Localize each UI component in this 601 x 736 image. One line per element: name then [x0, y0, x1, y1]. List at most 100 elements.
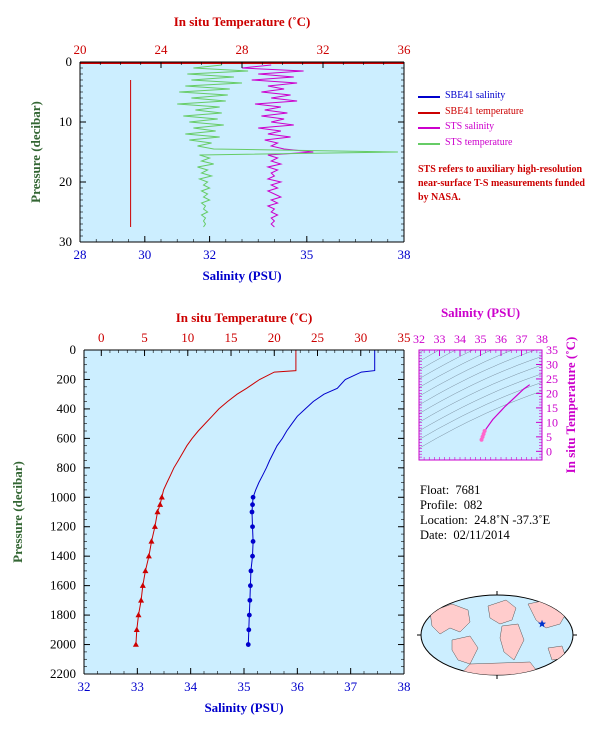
top-chart-x-top-tick-label: 20	[74, 42, 87, 57]
ts-chart-point	[482, 429, 487, 434]
profile-chart-salinity-point	[247, 597, 253, 603]
profile-chart-temperature-point	[135, 611, 142, 618]
ts-chart-plot-area	[419, 350, 542, 460]
ts-chart-contour	[419, 382, 542, 440]
profile-chart-salinity-point	[250, 502, 255, 508]
top-chart-x-bottom-tick-label: 30	[138, 247, 151, 262]
top-chart-y-tick-label: 0	[66, 54, 73, 69]
profile-chart-y-tick-label: 2000	[50, 637, 76, 652]
ts-chart-y-tick-label: 20	[546, 386, 558, 400]
profile-chart-y-tick-label: 1800	[50, 607, 76, 622]
profile-chart-temperature-point	[148, 538, 155, 544]
profile-chart-x-bottom-tick-label: 36	[291, 679, 305, 694]
profile-chart-salinity-point	[245, 642, 251, 647]
ts-chart-contour	[419, 350, 513, 397]
profile-chart-salinity-point	[250, 494, 256, 500]
world-map-continent	[499, 623, 525, 661]
profile-chart-x-top-tick-label: 5	[141, 330, 148, 345]
profile-chart-y-tick-label: 1600	[50, 578, 76, 593]
top-chart-y-tick-label: 10	[59, 114, 72, 129]
profile-chart-x-bottom-tick-label: 35	[238, 679, 251, 694]
ts-chart-y-tick-label: 15	[546, 401, 558, 415]
profile-row: Profile: 082	[420, 498, 483, 512]
ts-chart-contour	[419, 356, 542, 414]
ts-chart-contour	[419, 373, 542, 432]
profile-chart-y-tick-label: 0	[70, 342, 77, 357]
top-chart-x-bottom-tick-label: 28	[74, 247, 87, 262]
profile-chart-x-top-tick-label: 10	[181, 330, 194, 345]
ts-chart-contour	[419, 390, 542, 449]
ts-chart-x-tick-label: 38	[536, 332, 548, 346]
profile-chart-salinity-point	[250, 524, 255, 530]
profile-chart-salinity-point	[249, 509, 255, 515]
profile-chart-temperature-point	[145, 552, 152, 559]
profile-chart-temperature-point	[158, 494, 165, 500]
ts-chart-x-title: Salinity (PSU)	[441, 305, 520, 320]
profile-chart-y-tick-label: 1000	[50, 489, 76, 504]
top-chart-x-top-tick-label: 28	[236, 42, 249, 57]
profile-chart-y-tick-label: 600	[57, 430, 77, 445]
profile-chart-y-tick-label: 800	[57, 460, 77, 475]
ts-chart-x-tick-label: 35	[475, 332, 487, 346]
top-chart-x-bottom-tick-label: 35	[300, 247, 313, 262]
top-chart-plot-area	[80, 62, 404, 242]
top-chart-y-tick-label: 30	[59, 234, 72, 249]
profile-chart-salinity-point	[246, 612, 252, 618]
profile-chart-x-top-tick-label: 25	[311, 330, 324, 345]
world-map-continent	[487, 599, 517, 625]
top-chart-x-bottom-title: Salinity (PSU)	[202, 268, 281, 283]
profile-chart-salinity-point	[246, 627, 252, 633]
top-chart-x-bottom-tick-label: 38	[398, 247, 411, 262]
profile-chart-salinity-point	[248, 568, 254, 574]
profile-chart-x-top-title: In situ Temperature (˚C)	[176, 310, 313, 325]
top-chart-x-top-tick-label: 32	[317, 42, 330, 57]
ts-chart-x-tick-label: 36	[495, 332, 507, 346]
profile-chart-temperature-point	[154, 508, 161, 515]
profile-chart-x-top-tick-label: 15	[225, 330, 238, 345]
ts-chart-y-tick-label: 0	[546, 444, 552, 458]
date-row: Date: 02/11/2014	[420, 528, 510, 542]
top-chart-x-bottom-tick-label: 32	[203, 247, 216, 262]
top-chart-y-title: Pressure (decibar)	[28, 101, 43, 203]
profile-chart-salinity-point	[250, 539, 256, 544]
profile-chart-temperature-point	[133, 626, 140, 633]
sts-note: STS refers to auxiliary high-resolution …	[418, 164, 585, 203]
profile-chart-y-tick-label: 400	[57, 401, 77, 416]
top-chart-x-top-tick-label: 36	[398, 42, 412, 57]
world-map-continent	[429, 603, 471, 635]
profile-chart-y-tick-label: 200	[57, 371, 77, 386]
profile-chart-salinity-point	[248, 583, 253, 589]
ts-chart-contour	[419, 350, 474, 380]
profile-chart-salinity-point	[250, 553, 255, 559]
ts-chart-x-tick-label: 33	[434, 332, 446, 346]
world-map-land	[429, 597, 569, 675]
profile-chart-x-bottom-tick-label: 37	[344, 679, 358, 694]
ts-chart-x-tick-label: 32	[413, 332, 425, 346]
profile-chart-y-title: Pressure (decibar)	[10, 461, 25, 563]
ts-chart-y-title: In situ Temperature (˚C)	[563, 337, 578, 474]
profile-chart-x-top-tick-label: 0	[98, 330, 105, 345]
top-chart-series-sts-temperature	[177, 64, 398, 228]
ts-chart-contour	[419, 350, 457, 371]
profile-chart-x-top-tick-label: 35	[398, 330, 411, 345]
star-icon	[538, 619, 546, 628]
profile-chart-x-bottom-tick-label: 32	[78, 679, 91, 694]
ts-chart-x-tick-label: 37	[516, 332, 528, 346]
profile-chart-x-top-tick-label: 30	[354, 330, 367, 345]
float-info: Float: 7681 Profile: 082 Location: 24.8˚…	[420, 483, 550, 543]
world-map	[417, 591, 577, 679]
top-chart-x-top-title: In situ Temperature (˚C)	[174, 14, 311, 29]
profile-chart-x-bottom-tick-label: 34	[184, 679, 198, 694]
profile-chart-plot-area	[84, 350, 404, 674]
float-row: Float: 7681	[420, 483, 481, 497]
ts-chart-y-tick-label: 35	[546, 343, 558, 357]
ts-chart-contour	[419, 364, 542, 423]
ts-chart-y-tick-label: 5	[546, 430, 552, 444]
ts-chart-y-tick-label: 25	[546, 372, 558, 386]
profile-chart-temperature-point	[157, 501, 164, 507]
ts-chart-y-tick-label: 10	[546, 415, 558, 429]
location-row: Location: 24.8˚N -37.3˚E	[420, 513, 551, 527]
profile-chart-x-bottom-title: Salinity (PSU)	[204, 700, 283, 715]
profile-chart-y-tick-label: 1400	[50, 548, 76, 563]
